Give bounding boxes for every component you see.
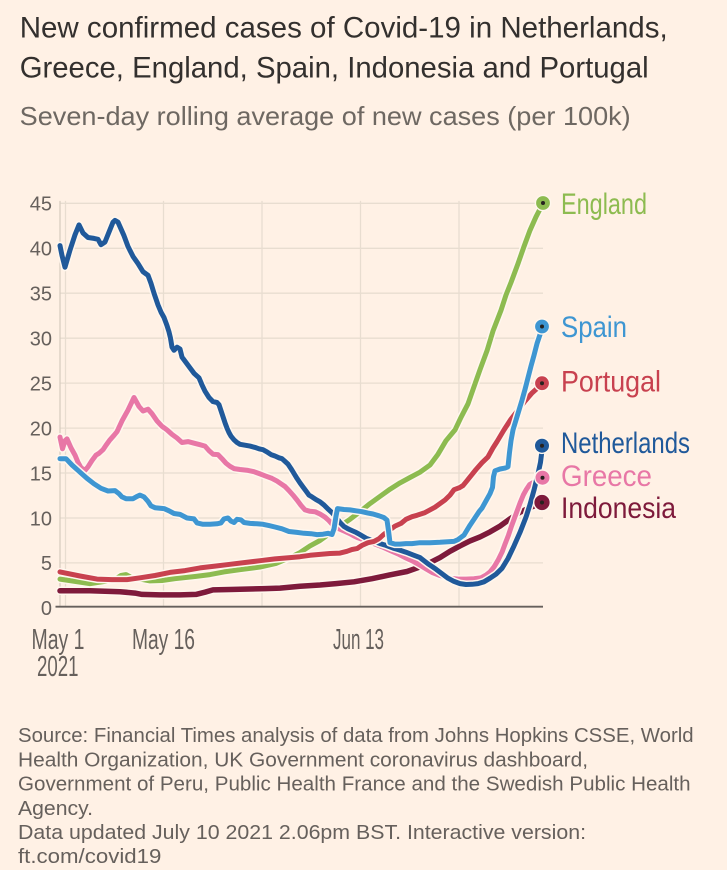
svg-text:Indonesia: Indonesia [561, 492, 677, 525]
svg-text:15: 15 [30, 463, 52, 485]
svg-text:10: 10 [30, 508, 52, 530]
svg-text:England: England [561, 188, 647, 221]
svg-text:Agency.: Agency. [18, 798, 93, 820]
svg-text:Netherlands: Netherlands [561, 427, 690, 460]
svg-text:45: 45 [30, 194, 52, 216]
svg-text:25: 25 [30, 373, 52, 395]
svg-text:Health Organization, UK Govern: Health Organization, UK Government coron… [18, 749, 588, 771]
svg-text:Government of Peru, Public Hea: Government of Peru, Public Health France… [18, 774, 691, 796]
svg-text:40: 40 [30, 239, 52, 261]
svg-text:Greece: Greece [561, 460, 652, 493]
svg-text:20: 20 [30, 418, 52, 440]
svg-text:2021: 2021 [37, 651, 78, 683]
svg-text:May 1: May 1 [32, 624, 85, 656]
svg-text:Jun 13: Jun 13 [333, 624, 384, 656]
svg-text:Source: Financial Times analys: Source: Financial Times analysis of data… [18, 725, 694, 747]
svg-text:ft.com/covid19: ft.com/covid19 [18, 846, 161, 868]
svg-text:Portugal: Portugal [561, 366, 661, 399]
svg-text:Spain: Spain [561, 311, 627, 344]
svg-text:May 16: May 16 [132, 624, 195, 656]
svg-text:35: 35 [30, 284, 52, 306]
svg-text:New confirmed cases of Covid-1: New confirmed cases of Covid-19 in Nethe… [20, 11, 668, 44]
svg-text:0: 0 [41, 598, 52, 620]
svg-text:5: 5 [41, 553, 52, 575]
svg-text:Greece, England, Spain, Indone: Greece, England, Spain, Indonesia and Po… [20, 52, 649, 85]
svg-text:Seven-day rolling average of n: Seven-day rolling average of new cases (… [20, 101, 631, 131]
svg-text:Data updated July 10 2021 2.06: Data updated July 10 2021 2.06pm BST. In… [18, 822, 586, 844]
svg-text:30: 30 [30, 329, 52, 351]
